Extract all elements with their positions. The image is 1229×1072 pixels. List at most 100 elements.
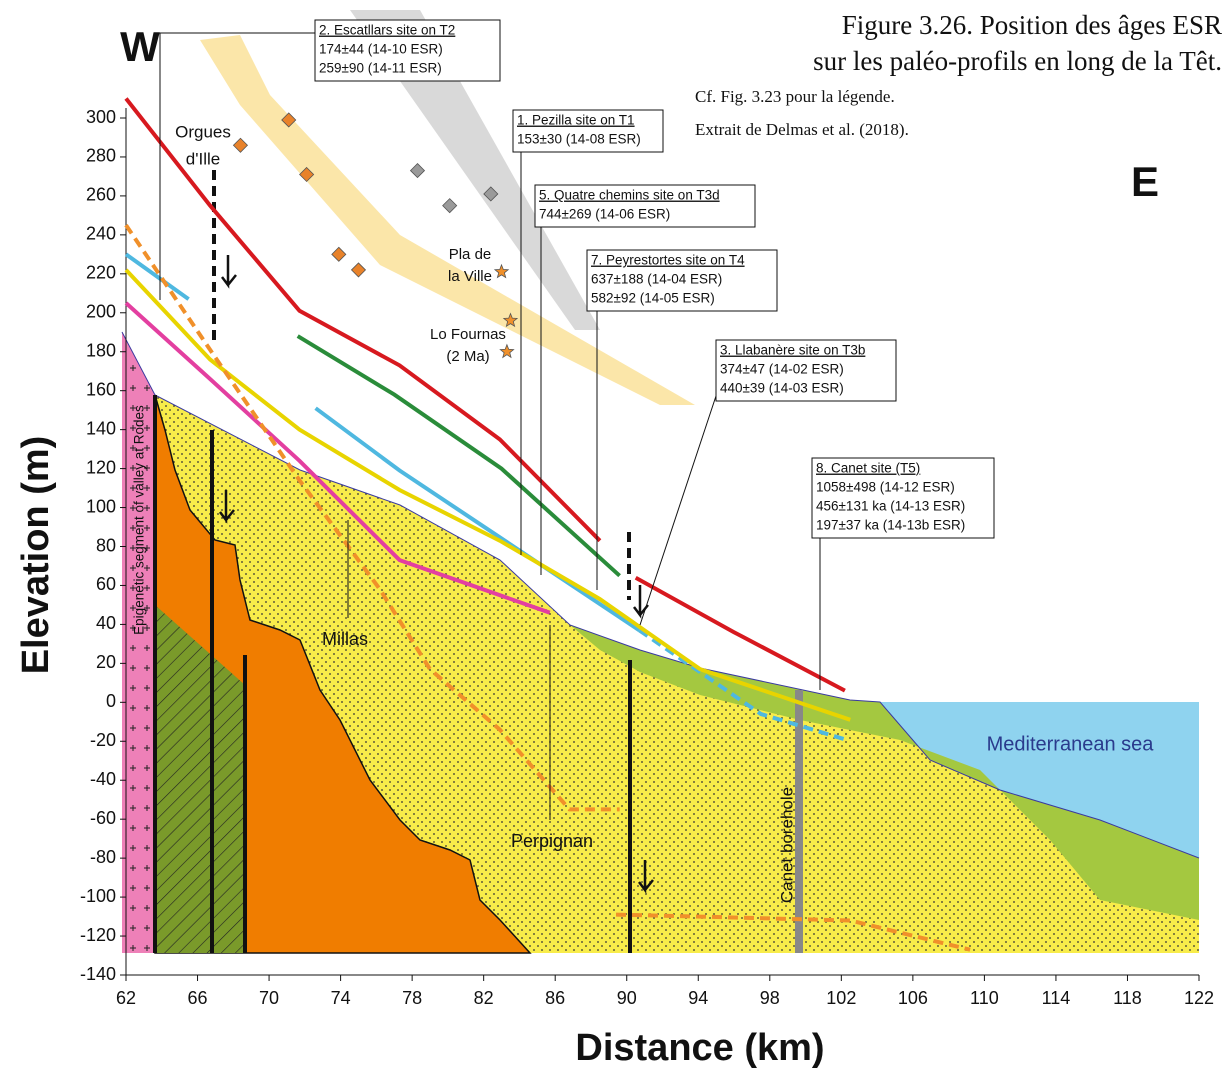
annotation-box: [715, 339, 897, 402]
y-tick-label: -40: [90, 769, 116, 789]
data-point: [442, 198, 458, 214]
subtitle: Cf. Fig. 3.23 pour la légende.: [695, 87, 895, 106]
label: Epigenetic segment of valley at Rodes: [132, 405, 147, 635]
y-axis-title: Elevation (m): [15, 436, 57, 675]
x-tick-label: 106: [898, 988, 928, 1008]
label: Lo Fournas: [430, 326, 506, 343]
y-tick-label: 0: [106, 691, 116, 711]
profile-line: [638, 628, 846, 742]
annotation-text: 744±269 (14-06 ESR): [539, 207, 670, 222]
y-tick-label: 300: [86, 107, 116, 127]
x-tick-label: 86: [545, 988, 565, 1008]
y-tick-label: -20: [90, 730, 116, 750]
subtitle: Extrait de Delmas et al. (2018).: [695, 120, 909, 139]
y-tick-label: 260: [86, 185, 116, 205]
data-point: [499, 343, 515, 359]
x-tick-label: 110: [970, 988, 999, 1008]
profile-line: [124, 301, 551, 615]
title: Figure 3.26. Position des âges ESR: [842, 10, 1222, 40]
label: Mediterranean sea: [987, 733, 1155, 755]
title: sur les paléo-profils en long de la Têt.: [813, 46, 1222, 76]
x-axis-title: Distance (km): [575, 1027, 824, 1069]
y-tick-label: -60: [90, 808, 116, 828]
leader-line: [159, 32, 315, 300]
annotation-text: 259±90 (14-11 ESR): [319, 61, 442, 76]
profile-line: [615, 912, 971, 952]
y-tick-label: 240: [86, 224, 116, 244]
data-point: [299, 166, 315, 183]
data-point: [483, 186, 499, 202]
annotation-text: 637±188 (14-04 ESR): [591, 272, 722, 287]
x-tick-label: 118: [1113, 988, 1142, 1008]
data-point: [502, 312, 519, 328]
y-tick-label: -80: [90, 847, 116, 867]
y-tick-label: 220: [86, 263, 116, 283]
leader-line: [639, 395, 717, 626]
annotation-text: 440±39 (14-03 ESR): [720, 381, 844, 396]
profile-line: [124, 223, 620, 812]
annotation-text: 7. Peyrestortes site on T4: [591, 253, 745, 268]
annotation-text: 153±30 (14-08 ESR): [517, 132, 641, 147]
label: d'Ille: [186, 149, 220, 168]
x-tick-label: 98: [760, 988, 780, 1008]
profile-line: [124, 97, 846, 693]
y-tick-label: 280: [86, 146, 116, 166]
annotation-text: 1. Pezilla site on T1: [517, 113, 635, 128]
annotation-text: 374±47 (14-02 ESR): [720, 362, 844, 377]
annotation-box: [811, 457, 995, 539]
data-point: [331, 246, 347, 262]
label: E: [1131, 158, 1159, 205]
x-tick-label: 62: [116, 988, 136, 1008]
annotation-box: [314, 19, 501, 82]
annotation-box: [586, 249, 778, 312]
y-tick-label: -140: [80, 964, 116, 984]
y-tick-label: 60: [96, 574, 116, 594]
label: Pla de: [449, 246, 492, 263]
label: Millas: [322, 629, 368, 649]
geology: [121, 10, 1200, 954]
data-point: [350, 262, 367, 278]
annotation-text: 582±92 (14-05 ESR): [591, 291, 715, 306]
annotation-text: 197±37 ka (14-13b ESR): [816, 518, 965, 533]
y-tick-label: -100: [80, 886, 116, 906]
y-tick-label: 120: [86, 457, 116, 477]
y-tick-label: 200: [86, 302, 116, 322]
label: la Ville: [448, 268, 492, 285]
x-tick-label: 94: [688, 988, 708, 1008]
y-tick-label: 100: [86, 496, 116, 516]
y-tick-label: 180: [86, 340, 116, 360]
y-tick-label: 20: [96, 652, 116, 672]
x-tick-label: 114: [1042, 988, 1071, 1008]
label: Canet borehole: [777, 787, 796, 903]
x-tick-label: 102: [826, 988, 856, 1008]
annotation-text: 2. Escatllars site on T2: [319, 23, 455, 38]
data-point: [281, 112, 297, 128]
y-tick-label: 160: [86, 379, 116, 399]
x-tick-label: 74: [331, 988, 351, 1008]
profile-line: [124, 252, 641, 632]
y-tick-label: -120: [80, 925, 116, 945]
label: W: [120, 23, 160, 70]
data-point: [232, 137, 249, 153]
data-point: [493, 263, 510, 279]
y-tick-label: 40: [96, 613, 116, 633]
x-tick-label: 122: [1184, 988, 1214, 1008]
label: (2 Ma): [446, 348, 489, 365]
annotation-text: 174±44 (14-10 ESR): [319, 42, 443, 57]
annotation-text: 8. Canet site (T5): [816, 461, 920, 476]
y-tick-label: 140: [86, 418, 116, 438]
label: Perpignan: [511, 831, 593, 851]
annotation-text: 3. Llabanère site on T3b: [720, 343, 865, 358]
x-tick-label: 78: [402, 988, 422, 1008]
annotation-text: 5. Quatre chemins site on T3d: [539, 188, 720, 203]
annotation-box: [534, 184, 756, 228]
x-tick-label: 82: [474, 988, 494, 1008]
x-tick-label: 70: [259, 988, 279, 1008]
annotation-text: 1058±498 (14-12 ESR): [816, 480, 955, 495]
label: Orgues: [175, 122, 231, 141]
y-tick-label: 80: [96, 535, 116, 555]
x-tick-label: 66: [188, 988, 208, 1008]
annotation-box: [512, 109, 664, 153]
x-tick-label: 90: [617, 988, 637, 1008]
